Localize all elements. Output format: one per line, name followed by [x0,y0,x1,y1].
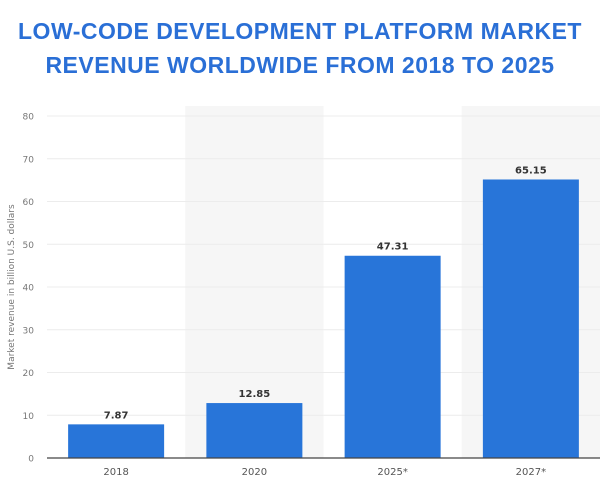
y-tick-label: 10 [23,412,35,422]
x-tick-label: 2025* [377,467,407,478]
bar [68,424,165,458]
data-label: 65.15 [515,165,547,176]
category-band [185,106,324,458]
bar [482,179,579,458]
x-tick-label: 2020 [242,467,267,478]
y-tick-label: 20 [23,369,35,379]
bar [206,403,303,458]
chart-title: LOW-CODE DEVELOPMENT PLATFORM MARKET REV… [0,14,600,82]
data-label: 7.87 [104,410,129,421]
y-tick-label: 80 [23,113,35,123]
chart-title-line-1: LOW-CODE DEVELOPMENT PLATFORM MARKET [18,18,582,44]
data-label: 12.85 [239,389,271,400]
x-tick-label: 2018 [103,467,128,478]
y-tick-label: 40 [23,284,35,294]
y-axis-label: Market revenue in billion U.S. dollars [7,204,17,370]
x-tick-label: 2027* [516,467,546,478]
bar [344,255,441,458]
y-tick-label: 30 [23,326,35,336]
data-label: 47.31 [377,242,409,253]
y-tick-label: 70 [23,155,35,165]
y-tick-label: 0 [28,455,34,465]
chart-title-line-2: REVENUE WORLDWIDE FROM 2018 TO 2025 [45,52,555,78]
y-tick-label: 60 [23,198,35,208]
y-tick-label: 50 [23,241,35,251]
